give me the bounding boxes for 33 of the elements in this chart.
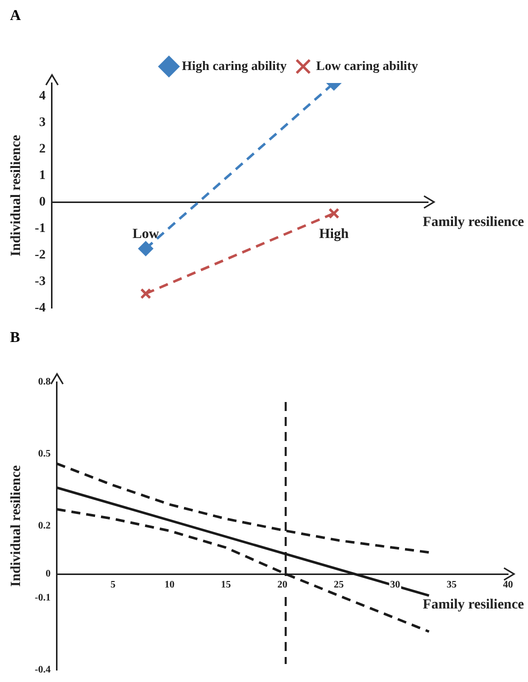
x-tick-label: 35 — [446, 580, 457, 591]
x-axis-title: Family resilience — [422, 214, 524, 230]
y-tick-label: 0.2 — [38, 520, 51, 532]
x-tick-label: 25 — [334, 580, 344, 591]
x-tick-label: 30 — [390, 580, 400, 591]
x-tick-label: 40 — [503, 580, 513, 591]
y-tick-label: 2 — [39, 140, 46, 156]
y-tick-label: -2 — [34, 246, 46, 262]
y-tick-label: 1 — [39, 167, 46, 182]
y-tick-label: 0.8 — [38, 376, 51, 388]
y-tick-label: -1 — [34, 220, 46, 236]
x-axis-title: Family resilience — [422, 598, 524, 613]
y-tick-label: -3 — [34, 273, 46, 288]
y-tick-label: 0 — [39, 194, 46, 209]
chart-title: B — [10, 330, 20, 347]
y-axis-title: Individual resilience — [9, 465, 24, 587]
y-tick-label: -4 — [34, 300, 46, 315]
y-tick-label: -0.4 — [34, 664, 51, 676]
x-tick-label: 10 — [164, 580, 174, 591]
y-tick-label: 3 — [39, 114, 46, 130]
y-tick-label: 0.5 — [38, 448, 51, 460]
legend-label: Low caring ability — [316, 58, 418, 73]
y-tick-label: -0.1 — [34, 592, 51, 604]
chart-title: A — [10, 8, 21, 25]
y-tick-label: 0 — [46, 568, 51, 580]
y-tick-label: 4 — [39, 88, 46, 103]
x-tick-label: 20 — [277, 580, 288, 591]
x-tick-label: 5 — [110, 580, 116, 591]
x-tick-label: Low — [132, 227, 160, 242]
x-tick-label: 15 — [220, 580, 231, 591]
legend-label: High caring ability — [182, 58, 288, 73]
y-axis-title: Individual resilience — [9, 134, 24, 256]
x-tick-label: High — [319, 227, 349, 242]
